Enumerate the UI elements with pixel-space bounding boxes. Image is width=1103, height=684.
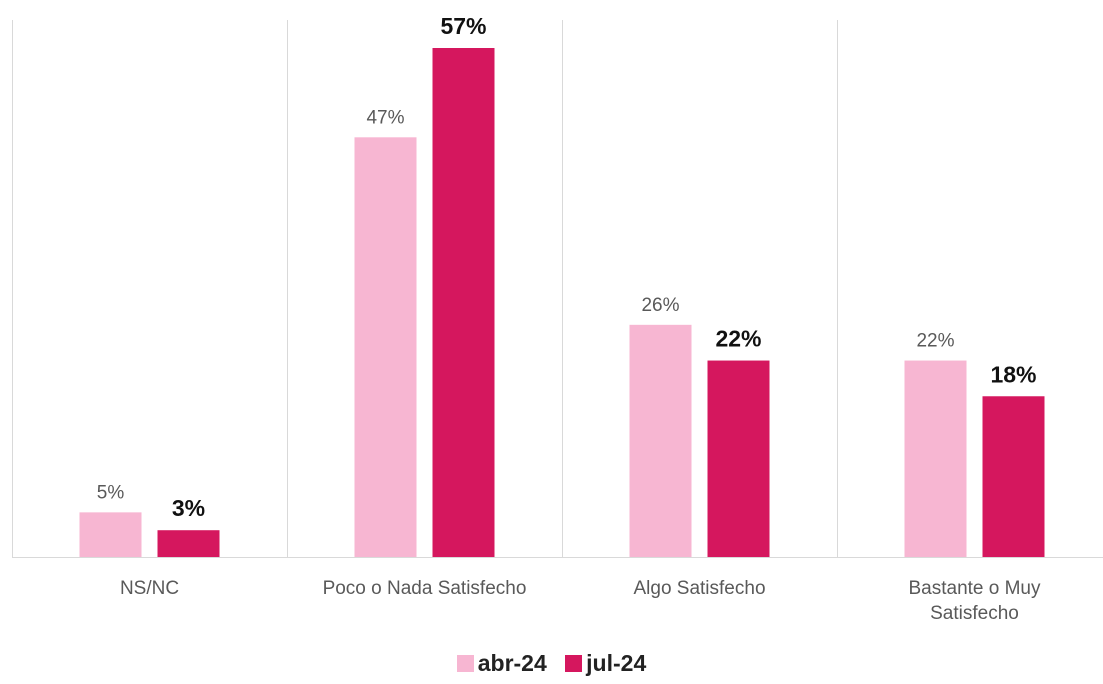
- legend-item-jul-24: jul-24: [565, 650, 646, 677]
- legend-label-abr-24: abr-24: [478, 650, 547, 677]
- category-label-3: Algo Satisfecho: [633, 578, 765, 599]
- bar-jul-24-1: [158, 530, 220, 557]
- category-label-1: NS/NC: [120, 578, 179, 599]
- data-label-jul-24-2: 57%: [440, 13, 486, 39]
- bar-abr-24-4: [905, 361, 967, 557]
- legend-swatch-jul-24: [565, 655, 582, 672]
- bar-jul-24-4: [983, 396, 1045, 557]
- legend-swatch-abr-24: [457, 655, 474, 672]
- data-label-abr-24-4: 22%: [916, 331, 954, 352]
- legend-item-abr-24: abr-24: [457, 650, 547, 677]
- bar-abr-24-1: [80, 512, 142, 557]
- category-label-4: Bastante o Muy: [908, 578, 1041, 599]
- data-label-jul-24-3: 22%: [715, 326, 761, 352]
- data-label-abr-24-3: 26%: [641, 295, 679, 316]
- bar-abr-24-2: [355, 137, 417, 557]
- data-label-jul-24-4: 18%: [990, 361, 1036, 387]
- data-label-abr-24-1: 5%: [97, 482, 125, 503]
- data-label-jul-24-1: 3%: [172, 495, 205, 521]
- bar-jul-24-2: [433, 48, 495, 557]
- bar-abr-24-3: [630, 325, 692, 557]
- category-label-4: Satisfecho: [930, 603, 1019, 624]
- bar-jul-24-3: [708, 361, 770, 557]
- category-label-2: Poco o Nada Satisfecho: [323, 578, 527, 599]
- legend: abr-24 jul-24: [0, 650, 1103, 678]
- legend-label-jul-24: jul-24: [586, 650, 646, 677]
- data-label-abr-24-2: 47%: [366, 107, 404, 128]
